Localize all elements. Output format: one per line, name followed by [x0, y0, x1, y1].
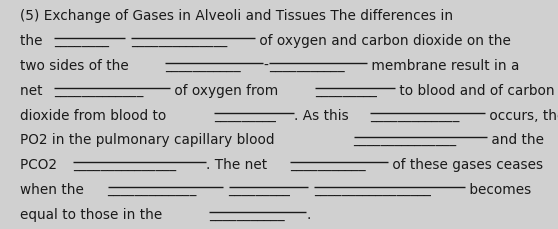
Text: ______________: ______________ — [131, 34, 227, 48]
Text: equal to those in the: equal to those in the — [20, 207, 166, 221]
Text: when the: when the — [20, 182, 88, 196]
Text: _______________: _______________ — [354, 133, 456, 147]
Text: _________: _________ — [214, 108, 276, 122]
Text: of these gases ceases: of these gases ceases — [388, 158, 543, 172]
Text: ________: ________ — [54, 34, 109, 48]
Text: .: . — [306, 207, 311, 221]
Text: net: net — [20, 83, 46, 97]
Text: _________: _________ — [229, 182, 290, 196]
Text: ___________: ___________ — [166, 59, 241, 73]
Text: of oxygen and carbon dioxide on the: of oxygen and carbon dioxide on the — [255, 34, 511, 48]
Text: membrane result in a: membrane result in a — [367, 59, 519, 73]
Text: occurs, the: occurs, the — [485, 108, 558, 122]
Text: PO2 in the pulmonary capillary blood: PO2 in the pulmonary capillary blood — [20, 133, 278, 147]
Text: _________________: _________________ — [314, 182, 431, 196]
Text: _______________: _______________ — [73, 158, 176, 172]
Text: and the: and the — [487, 133, 543, 147]
Text: _____________: _____________ — [54, 83, 143, 97]
Text: two sides of the: two sides of the — [20, 59, 133, 73]
Text: ___________: ___________ — [270, 59, 345, 73]
Text: the: the — [20, 34, 46, 48]
Text: _____________: _____________ — [108, 182, 197, 196]
Text: -: - — [263, 59, 268, 73]
Text: PCO2: PCO2 — [20, 158, 61, 172]
Text: becomes: becomes — [465, 182, 531, 196]
Text: _________: _________ — [315, 83, 377, 97]
Text: ___________: ___________ — [209, 207, 285, 221]
Text: of oxygen from: of oxygen from — [170, 83, 282, 97]
Text: ___________: ___________ — [291, 158, 366, 172]
Text: to blood and of carbon: to blood and of carbon — [395, 83, 554, 97]
Text: dioxide from blood to: dioxide from blood to — [20, 108, 170, 122]
Text: . The net: . The net — [206, 158, 272, 172]
Text: . As this: . As this — [294, 108, 353, 122]
Text: (5) Exchange of Gases in Alveoli and Tissues The differences in: (5) Exchange of Gases in Alveoli and Tis… — [20, 9, 453, 23]
Text: _____________: _____________ — [370, 108, 459, 122]
